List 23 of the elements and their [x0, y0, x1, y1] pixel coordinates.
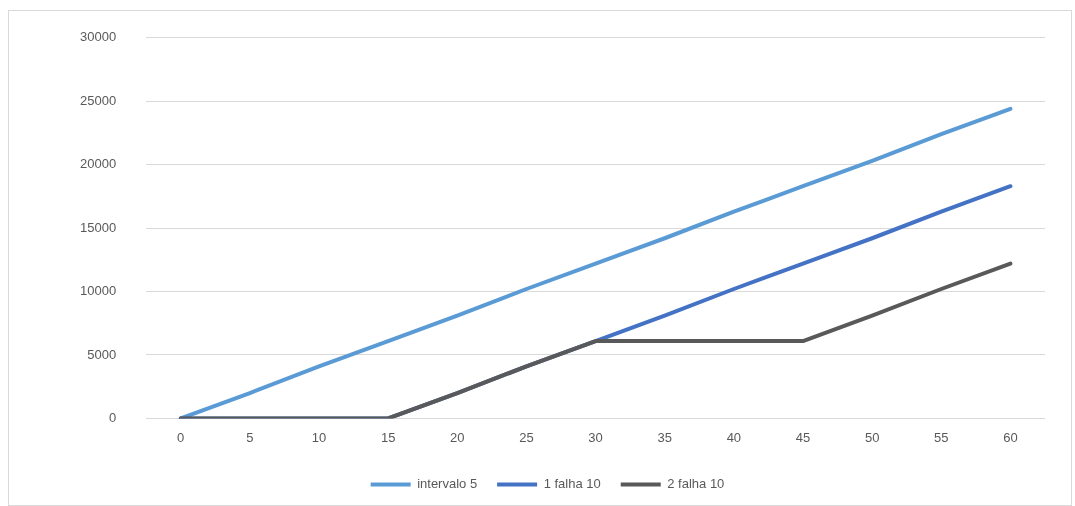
y-tick-label: 20000 [79, 156, 117, 172]
x-tick-label: 40 [726, 429, 742, 445]
x-tick-label: 20 [450, 429, 465, 445]
y-tick-label: 25000 [79, 92, 117, 108]
legend-label: 2 falha 10 [667, 476, 725, 492]
x-tick-label: 30 [588, 429, 603, 445]
x-tick-label: 5 [246, 429, 254, 445]
y-tick-label: 5000 [87, 346, 117, 362]
x-tick-label: 15 [380, 429, 396, 445]
legend-label: 1 falha 10 [543, 476, 601, 492]
legend-label: intervalo 5 [417, 476, 478, 492]
x-tick-label: 0 [177, 429, 185, 445]
y-tick-label: 10000 [79, 283, 117, 299]
x-tick-label: 55 [934, 429, 949, 445]
y-tick-label: 0 [108, 409, 117, 425]
y-tick-label: 15000 [79, 219, 117, 235]
x-tick-label: 35 [657, 429, 672, 445]
x-tick-label: 60 [1003, 429, 1018, 445]
x-tick-label: 10 [311, 429, 327, 445]
x-tick-label: 50 [864, 429, 880, 445]
x-tick-label: 45 [795, 429, 811, 445]
x-tick-label: 25 [519, 429, 534, 445]
y-tick-label: 30000 [79, 29, 117, 45]
